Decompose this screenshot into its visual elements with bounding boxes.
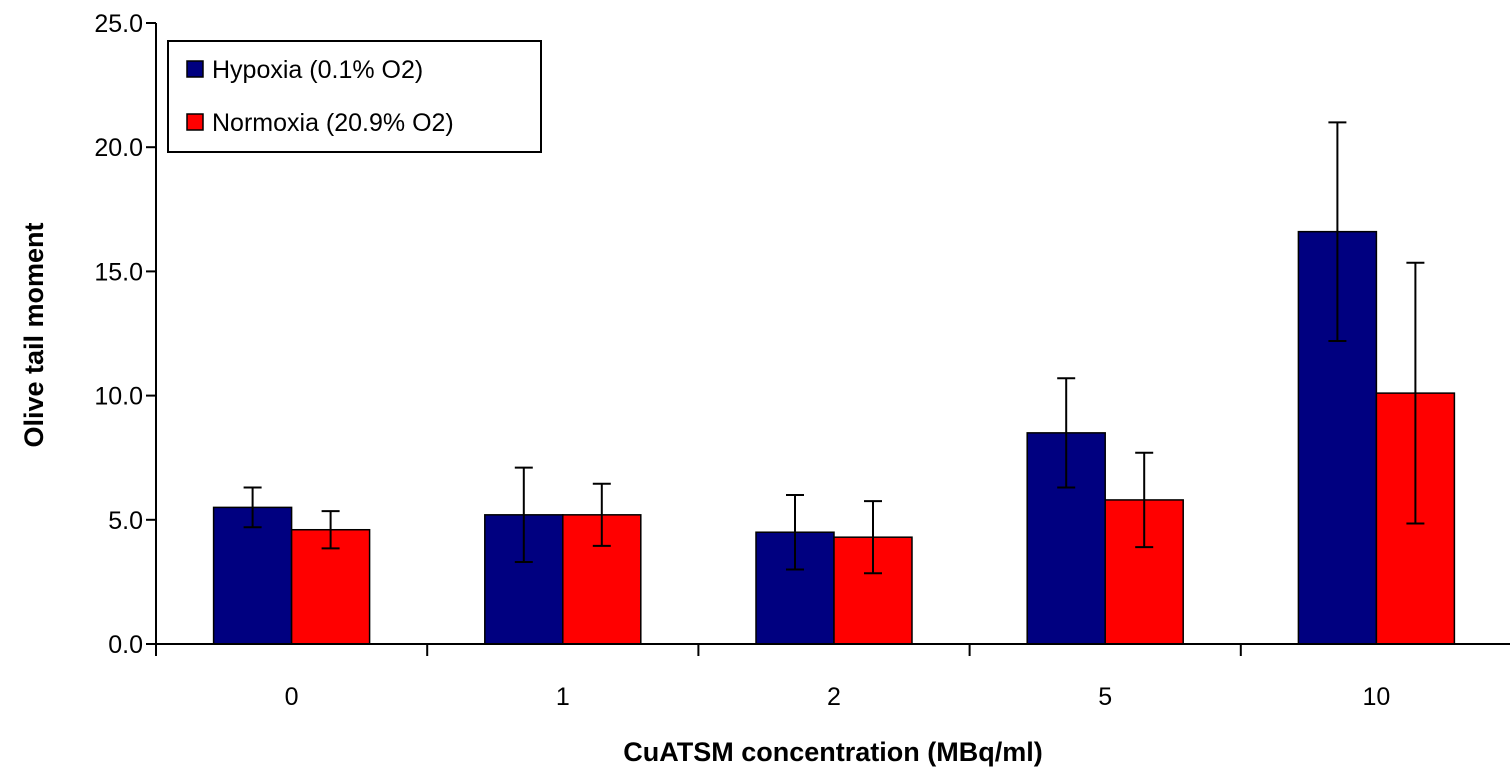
legend-swatch-normoxia: [186, 113, 204, 131]
y-ticks: 0.0 5.0 10.0 15.0 20.0 25.0: [94, 10, 156, 659]
y-tick-label: 15.0: [94, 258, 143, 286]
y-tick-label: 10.0: [94, 383, 143, 411]
x-tick-label: 5: [1098, 683, 1112, 711]
axes: [155, 23, 1510, 645]
x-tick-label: 1: [556, 683, 570, 711]
legend-swatch-hypoxia: [186, 60, 204, 78]
bars-layer: [212, 230, 1456, 645]
y-axis-title: Olive tail moment: [19, 222, 49, 447]
error-bars-layer: [243, 121, 1425, 575]
legend: Hypoxia (0.1% O2) Normoxia (20.9% O2): [167, 40, 542, 153]
y-tick-label: 25.0: [94, 10, 143, 38]
x-ticks: 0 1 2 5 10: [155, 644, 1390, 711]
y-tick-label: 5.0: [108, 507, 143, 535]
legend-box: [167, 40, 542, 153]
x-tick-label: 0: [285, 683, 299, 711]
legend-label-normoxia: Normoxia (20.9% O2): [212, 109, 454, 137]
y-tick-label: 20.0: [94, 134, 143, 162]
x-tick-label: 10: [1362, 683, 1390, 711]
y-tick-label: 0.0: [108, 631, 143, 659]
legend-label-hypoxia: Hypoxia (0.1% O2): [212, 56, 423, 84]
bar-hypoxia: [212, 506, 293, 645]
x-tick-label: 2: [827, 683, 841, 711]
x-axis-title: CuATSM concentration (MBq/ml): [623, 737, 1042, 767]
